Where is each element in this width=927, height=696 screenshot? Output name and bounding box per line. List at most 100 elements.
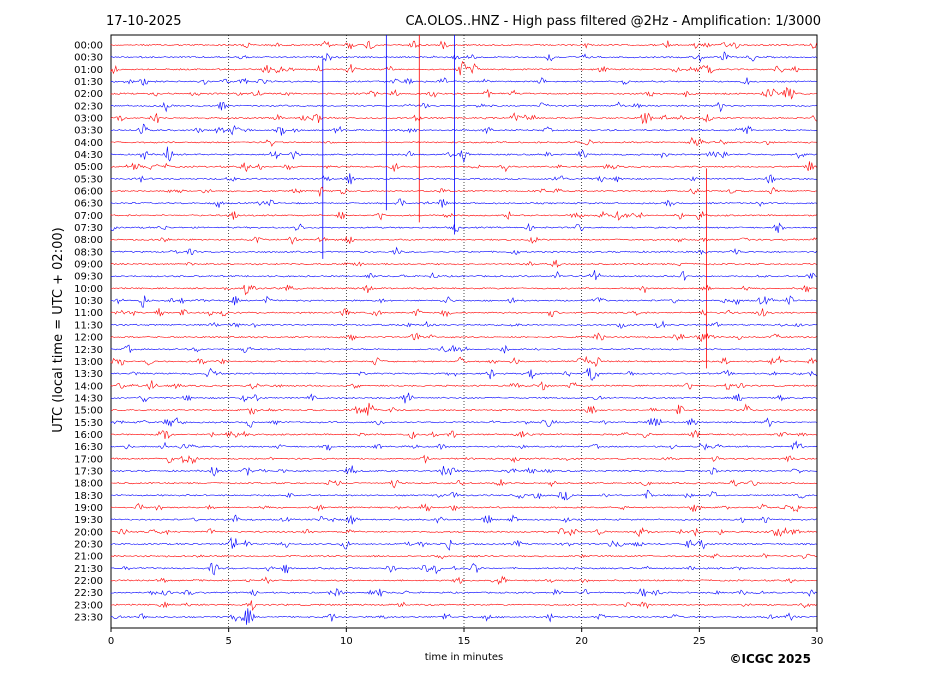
trace-03:00 (110, 112, 817, 125)
trace-21:30 (110, 562, 817, 576)
x-axis: 0 5 10 15 20 25 30 (108, 628, 824, 647)
row-label: 10:00 (74, 284, 103, 295)
row-label: 12:30 (74, 345, 103, 356)
trace-13:00 (110, 355, 817, 367)
trace-15:00 (110, 402, 817, 416)
row-label: 00:30 (74, 53, 103, 64)
row-label: 18:00 (74, 479, 103, 490)
row-label: 09:30 (74, 272, 103, 283)
trace-06:00 (110, 186, 817, 197)
row-label: 19:30 (74, 515, 103, 526)
row-label: 16:30 (74, 442, 103, 453)
trace-08:30 (110, 246, 817, 255)
row-label: 04:00 (74, 138, 103, 149)
row-label: 07:00 (74, 211, 103, 222)
trace-04:00 (110, 137, 817, 147)
trace-14:00 (110, 380, 817, 391)
trace-17:00 (110, 454, 817, 465)
row-label: 05:00 (74, 162, 103, 173)
row-label: 00:00 (74, 41, 103, 52)
trace-10:30 (110, 295, 817, 308)
row-label: 08:00 (74, 235, 103, 246)
row-label: 03:30 (74, 126, 103, 137)
trace-07:30 (110, 222, 817, 233)
row-label: 04:30 (74, 150, 103, 161)
row-label: 21:00 (74, 552, 103, 563)
row-label: 11:30 (74, 320, 103, 331)
row-label: 20:00 (74, 527, 103, 538)
row-label: 14:30 (74, 393, 103, 404)
trace-00:00 (110, 40, 817, 50)
row-label: 09:00 (74, 260, 103, 271)
trace-12:00 (110, 332, 817, 342)
trace-02:00 (110, 86, 817, 100)
copyright: ©ICGC 2025 (729, 652, 811, 666)
x-axis-label: time in minutes (425, 652, 504, 663)
trace-15:30 (110, 417, 817, 428)
trace-08:00 (110, 235, 817, 245)
date-label: 17-10-2025 (106, 14, 182, 29)
row-label: 10:30 (74, 296, 103, 307)
traces (110, 35, 817, 625)
trace-19:30 (110, 514, 817, 525)
x-tick-label: 25 (693, 636, 706, 647)
row-label: 17:30 (74, 466, 103, 477)
trace-04:30 (110, 146, 817, 163)
row-label: 07:30 (74, 223, 103, 234)
x-tick-label: 10 (340, 636, 353, 647)
trace-17:30 (110, 465, 817, 477)
x-tick-label: 0 (108, 636, 114, 647)
x-tick-label: 30 (811, 636, 824, 647)
row-label: 21:30 (74, 564, 103, 575)
row-label: 17:00 (74, 454, 103, 465)
trace-21:00 (110, 553, 817, 560)
row-label: 02:30 (74, 101, 103, 112)
row-label: 15:30 (74, 418, 103, 429)
trace-16:30 (110, 440, 817, 451)
row-label: 08:30 (74, 247, 103, 258)
row-label: 12:00 (74, 333, 103, 344)
row-label: 01:00 (74, 65, 103, 76)
x-tick-label: 5 (225, 636, 231, 647)
row-label: 15:00 (74, 406, 103, 417)
row-label: 18:30 (74, 491, 103, 502)
row-label: 11:00 (74, 308, 103, 319)
row-label: 02:00 (74, 89, 103, 100)
trace-11:30 (110, 320, 817, 329)
trace-19:00 (110, 503, 817, 513)
trace-22:30 (110, 588, 817, 597)
y-axis-label: UTC (local time = UTC + 02:00) (51, 227, 66, 432)
trace-01:00 (110, 60, 817, 76)
trace-09:30 (110, 270, 817, 281)
trace-20:30 (110, 536, 817, 551)
row-label: 22:00 (74, 576, 103, 587)
row-label: 13:30 (74, 369, 103, 380)
trace-03:30 (110, 123, 817, 136)
trace-14:30 (110, 392, 817, 404)
trace-09:00 (110, 259, 817, 268)
row-label: 03:00 (74, 114, 103, 125)
trace-06:30 (110, 198, 817, 208)
trace-12:30 (110, 344, 817, 354)
row-label: 05:30 (74, 174, 103, 185)
trace-10:00 (110, 284, 817, 296)
row-label: 06:00 (74, 187, 103, 198)
trace-02:30 (110, 101, 817, 113)
x-tick-label: 15 (458, 636, 471, 647)
row-label: 19:00 (74, 503, 103, 514)
trace-20:00 (110, 527, 817, 538)
row-label: 14:00 (74, 381, 103, 392)
row-label: 13:00 (74, 357, 103, 368)
trace-18:30 (110, 489, 817, 501)
trace-13:30 (110, 367, 817, 381)
trace-18:00 (110, 479, 817, 489)
trace-07:00 (110, 210, 817, 221)
station-title: CA.OLOS..HNZ - High pass filtered @2Hz -… (405, 14, 821, 29)
trace-11:00 (110, 307, 817, 318)
trace-01:30 (110, 77, 817, 86)
trace-05:30 (110, 173, 817, 185)
trace-23:00 (110, 600, 817, 612)
trace-05:00 (110, 161, 817, 173)
